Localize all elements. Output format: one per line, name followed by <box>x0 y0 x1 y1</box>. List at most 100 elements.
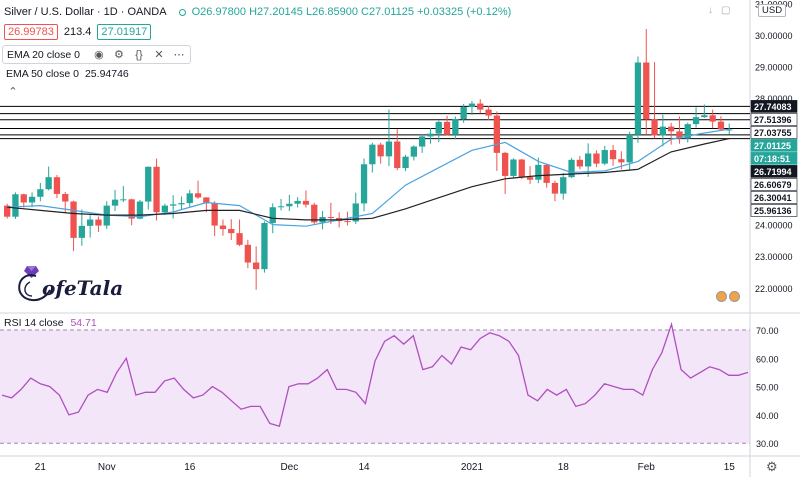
currency-label[interactable]: USD <box>758 4 787 17</box>
candle-body[interactable] <box>170 204 177 206</box>
candle-body[interactable] <box>78 225 85 238</box>
source-code-icon[interactable]: {} <box>135 48 143 61</box>
candle-body[interactable] <box>253 262 260 270</box>
candle-body[interactable] <box>717 121 725 130</box>
candle-body[interactable] <box>37 189 44 197</box>
candle-body[interactable] <box>4 205 11 217</box>
candle-body[interactable] <box>186 193 193 204</box>
candle-body[interactable] <box>402 156 409 169</box>
candle-body[interactable] <box>626 134 633 163</box>
candle-body[interactable] <box>377 144 384 157</box>
candle-body[interactable] <box>369 144 376 165</box>
candle-body[interactable] <box>327 217 334 219</box>
events-markers[interactable] <box>716 291 740 302</box>
candle-body[interactable] <box>394 141 401 169</box>
candle-body[interactable] <box>12 194 19 217</box>
candle-body[interactable] <box>277 206 285 208</box>
candle-body[interactable] <box>618 159 625 163</box>
candle-body[interactable] <box>128 199 135 219</box>
candle-body[interactable] <box>576 159 583 167</box>
candle-body[interactable] <box>551 182 559 194</box>
event-flag-icon[interactable] <box>716 291 727 302</box>
candle-body[interactable] <box>684 124 691 139</box>
candle-body[interactable] <box>668 126 675 132</box>
candle-body[interactable] <box>236 233 243 245</box>
event-flag-icon[interactable] <box>729 291 740 302</box>
candle-body[interactable] <box>153 166 160 213</box>
candle-body[interactable] <box>601 150 608 164</box>
candle-body[interactable] <box>385 141 393 157</box>
candle-body[interactable] <box>53 177 61 194</box>
candle-body[interactable] <box>28 196 36 203</box>
candle-body[interactable] <box>701 115 708 118</box>
candle-body[interactable] <box>87 219 94 226</box>
candle-body[interactable] <box>543 164 550 183</box>
candle-body[interactable] <box>269 207 276 224</box>
candle-body[interactable] <box>311 204 318 223</box>
sell-button[interactable]: 26.99783 <box>4 24 58 40</box>
collapse-arrow-icon[interactable]: ⌃ <box>8 86 18 98</box>
candle-body[interactable] <box>427 133 434 137</box>
candle-body[interactable] <box>410 146 417 157</box>
candle-body[interactable] <box>435 121 442 134</box>
candle-body[interactable] <box>560 177 567 194</box>
candle-body[interactable] <box>136 201 144 219</box>
candle-body[interactable] <box>219 225 227 230</box>
candle-body[interactable] <box>485 109 492 116</box>
candle-body[interactable] <box>62 193 69 202</box>
gear-icon[interactable]: ⚙ <box>114 49 124 61</box>
candle-body[interactable] <box>643 62 650 120</box>
candle-body[interactable] <box>709 115 716 122</box>
candle-body[interactable] <box>178 203 185 205</box>
download-icon[interactable]: ↓ <box>708 5 713 16</box>
rsi-legend[interactable]: RSI 14 close 54.71 <box>4 317 97 329</box>
candle-body[interactable] <box>95 219 102 226</box>
candle-body[interactable] <box>244 244 251 263</box>
candle-body[interactable] <box>634 62 642 135</box>
candle-body[interactable] <box>228 229 235 234</box>
candle-body[interactable] <box>477 103 484 110</box>
fullscreen-icon[interactable]: ▢ <box>721 5 731 16</box>
candle-body[interactable] <box>286 203 293 207</box>
candle-body[interactable] <box>452 119 459 135</box>
candle-body[interactable] <box>593 153 600 164</box>
candle-body[interactable] <box>211 203 218 226</box>
candle-body[interactable] <box>460 107 467 120</box>
candle-body[interactable] <box>526 177 534 180</box>
candle-body[interactable] <box>360 164 368 204</box>
candle-body[interactable] <box>726 129 733 131</box>
candle-body[interactable] <box>676 131 683 139</box>
candle-body[interactable] <box>344 221 351 223</box>
candle-body[interactable] <box>120 199 127 201</box>
candle-body[interactable] <box>70 201 77 238</box>
candle-body[interactable] <box>585 153 592 167</box>
candle-body[interactable] <box>692 117 700 125</box>
candle-body[interactable] <box>493 115 500 153</box>
candle-body[interactable] <box>194 193 202 198</box>
candle-body[interactable] <box>651 119 658 136</box>
candle-body[interactable] <box>419 136 426 147</box>
candle-body[interactable] <box>145 166 152 202</box>
candle-body[interactable] <box>161 205 168 213</box>
candle-body[interactable] <box>352 203 359 222</box>
candle-body[interactable] <box>20 194 27 203</box>
candle-body[interactable] <box>261 223 268 270</box>
candle-body[interactable] <box>502 152 509 176</box>
candle-body[interactable] <box>568 159 575 178</box>
candle-body[interactable] <box>111 199 119 206</box>
candle-body[interactable] <box>294 200 301 204</box>
candle-body[interactable] <box>609 150 617 160</box>
candle-body[interactable] <box>510 159 517 176</box>
candle-body[interactable] <box>443 121 451 135</box>
candle-body[interactable] <box>45 177 52 190</box>
more-icon[interactable]: ⋯ <box>173 49 185 61</box>
buy-button[interactable]: 27.01917 <box>97 24 152 40</box>
settings-gear-icon[interactable]: ⚙ <box>766 459 778 474</box>
candle-body[interactable] <box>659 126 666 136</box>
candle-body[interactable] <box>468 103 476 108</box>
symbol-title[interactable]: Silver / U.S. Dollar · 1D · OANDA <box>4 6 167 18</box>
close-icon[interactable]: ✕ <box>154 49 164 61</box>
ema20-legend[interactable]: EMA 20 close 0 ◉ ⚙ {} ✕ ⋯ <box>2 45 191 64</box>
candle-body[interactable] <box>203 197 210 204</box>
